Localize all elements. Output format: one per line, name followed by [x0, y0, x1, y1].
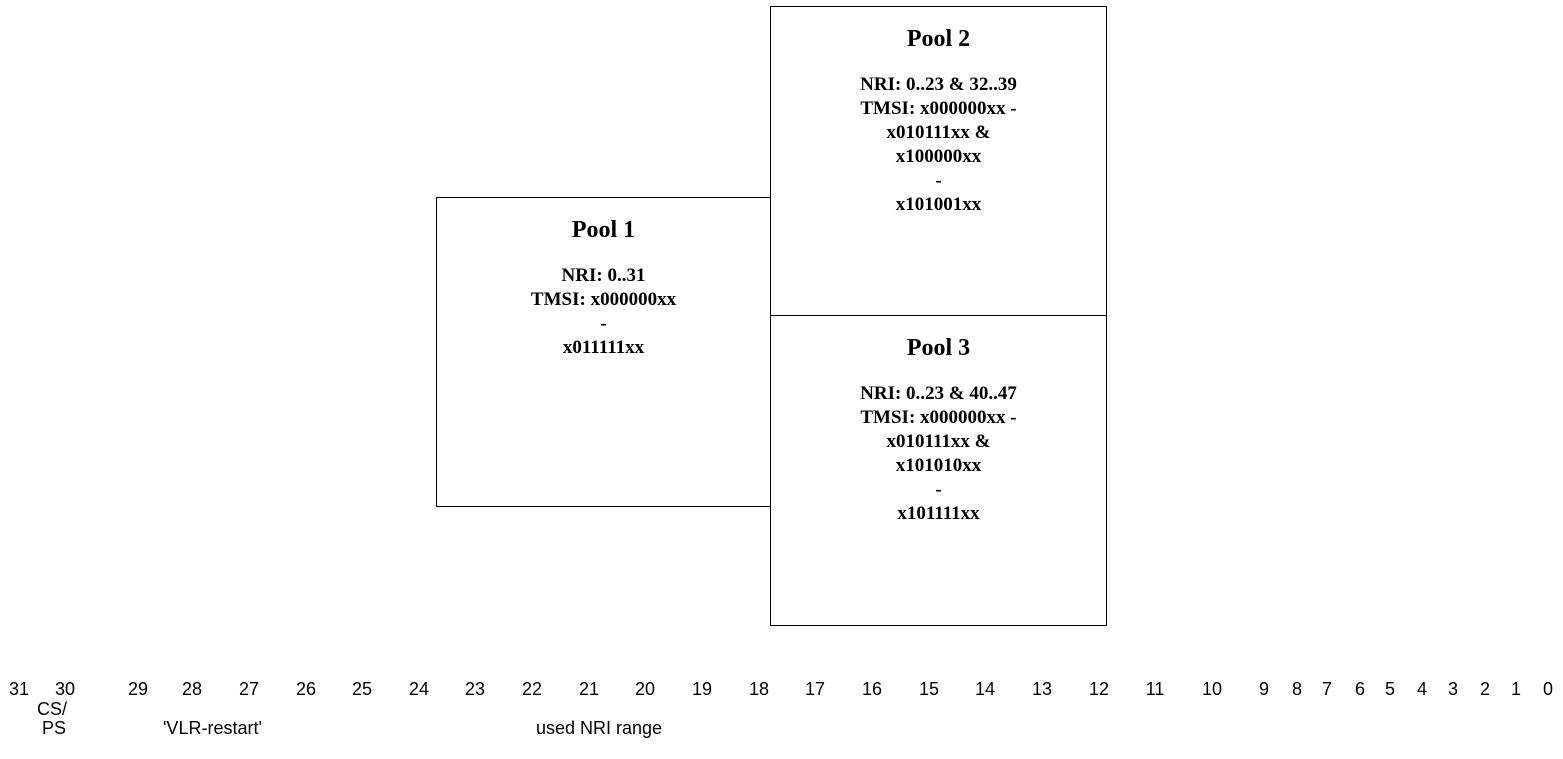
pool-1-tmsi-end: x011111xx: [562, 337, 645, 358]
pool-2-box: Pool 2 NRI: 0..23 & 32..39 TMSI: x000000…: [770, 6, 1107, 316]
pool-2-tmsi-line-4: x101001xx: [895, 194, 982, 215]
bit-31: 31: [8, 679, 30, 699]
bit-24: 24: [408, 679, 430, 699]
bit-26: 26: [295, 679, 317, 699]
pool-1-nri: NRI: 0..31: [561, 265, 646, 286]
bit-20: 20: [634, 679, 656, 699]
bit-13: 13: [1031, 679, 1053, 699]
bit-18: 18: [748, 679, 770, 699]
bit-17: 17: [804, 679, 826, 699]
bit-10: 10: [1201, 679, 1223, 699]
bit-29: 29: [127, 679, 149, 699]
pool-2-nri: NRI: 0..23 & 32..39: [860, 74, 1017, 95]
pool-3-box: Pool 3 NRI: 0..23 & 40..47 TMSI: x000000…: [770, 315, 1107, 626]
pool-3-tmsi-line-4: x101111xx: [897, 503, 980, 524]
pool-1-title: Pool 1: [571, 217, 636, 243]
pool-1-box: Pool 1 NRI: 0..31 TMSI: x000000xx - x011…: [436, 197, 771, 507]
bit-8: 8: [1291, 679, 1303, 699]
vlr-restart-label: 'VLR-restart': [163, 718, 262, 738]
used-nri-range-label: used NRI range: [536, 718, 663, 738]
bit-2: 2: [1479, 679, 1491, 699]
cs-ps-label-line-2: PS: [42, 718, 67, 738]
pool-2-tmsi-line-1: TMSI: x000000xx -: [860, 98, 1017, 119]
pool-2-tmsi-line-3: x100000xx: [895, 146, 982, 167]
bit-30: 30: [54, 679, 76, 699]
bit-11: 11: [1145, 679, 1165, 699]
pool-3-tmsi-line-2: x010111xx &: [886, 431, 991, 452]
bit-15: 15: [918, 679, 940, 699]
pool-2-title: Pool 2: [906, 26, 971, 52]
pool-1-details: NRI: 0..31 TMSI: x000000xx - x011111xx: [437, 264, 770, 360]
pool-2-tmsi-line-2: x010111xx &: [886, 122, 991, 143]
bit-25: 25: [351, 679, 373, 699]
bit-28: 28: [181, 679, 203, 699]
pool-3-tmsi-line-3: x101010xx: [895, 455, 982, 476]
bit-23: 23: [464, 679, 486, 699]
pool-1-range-dash: -: [600, 313, 607, 334]
bit-21: 21: [578, 679, 600, 699]
bit-9: 9: [1258, 679, 1270, 699]
pool-2-range-dash: -: [935, 170, 942, 191]
bit-16: 16: [861, 679, 883, 699]
bit-5: 5: [1384, 679, 1396, 699]
cs-ps-label-line-1: CS/: [37, 699, 68, 719]
pool-3-range-dash: -: [935, 479, 942, 500]
pool-1-tmsi-start: TMSI: x000000xx: [530, 289, 677, 310]
bit-27: 27: [238, 679, 260, 699]
pool-3-title: Pool 3: [906, 335, 971, 361]
bit-4: 4: [1416, 679, 1428, 699]
bit-12: 12: [1088, 679, 1110, 699]
bit-1: 1: [1510, 679, 1522, 699]
bit-0: 0: [1542, 679, 1554, 699]
bit-6: 6: [1354, 679, 1366, 699]
pool-3-details: NRI: 0..23 & 40..47 TMSI: x000000xx - x0…: [771, 382, 1106, 526]
pool-2-details: NRI: 0..23 & 32..39 TMSI: x000000xx - x0…: [771, 73, 1106, 217]
pool-3-nri: NRI: 0..23 & 40..47: [860, 383, 1017, 404]
bit-7: 7: [1321, 679, 1333, 699]
pool-3-tmsi-line-1: TMSI: x000000xx -: [860, 407, 1017, 428]
bit-3: 3: [1447, 679, 1459, 699]
bit-14: 14: [974, 679, 996, 699]
bit-22: 22: [521, 679, 543, 699]
bit-19: 19: [691, 679, 713, 699]
